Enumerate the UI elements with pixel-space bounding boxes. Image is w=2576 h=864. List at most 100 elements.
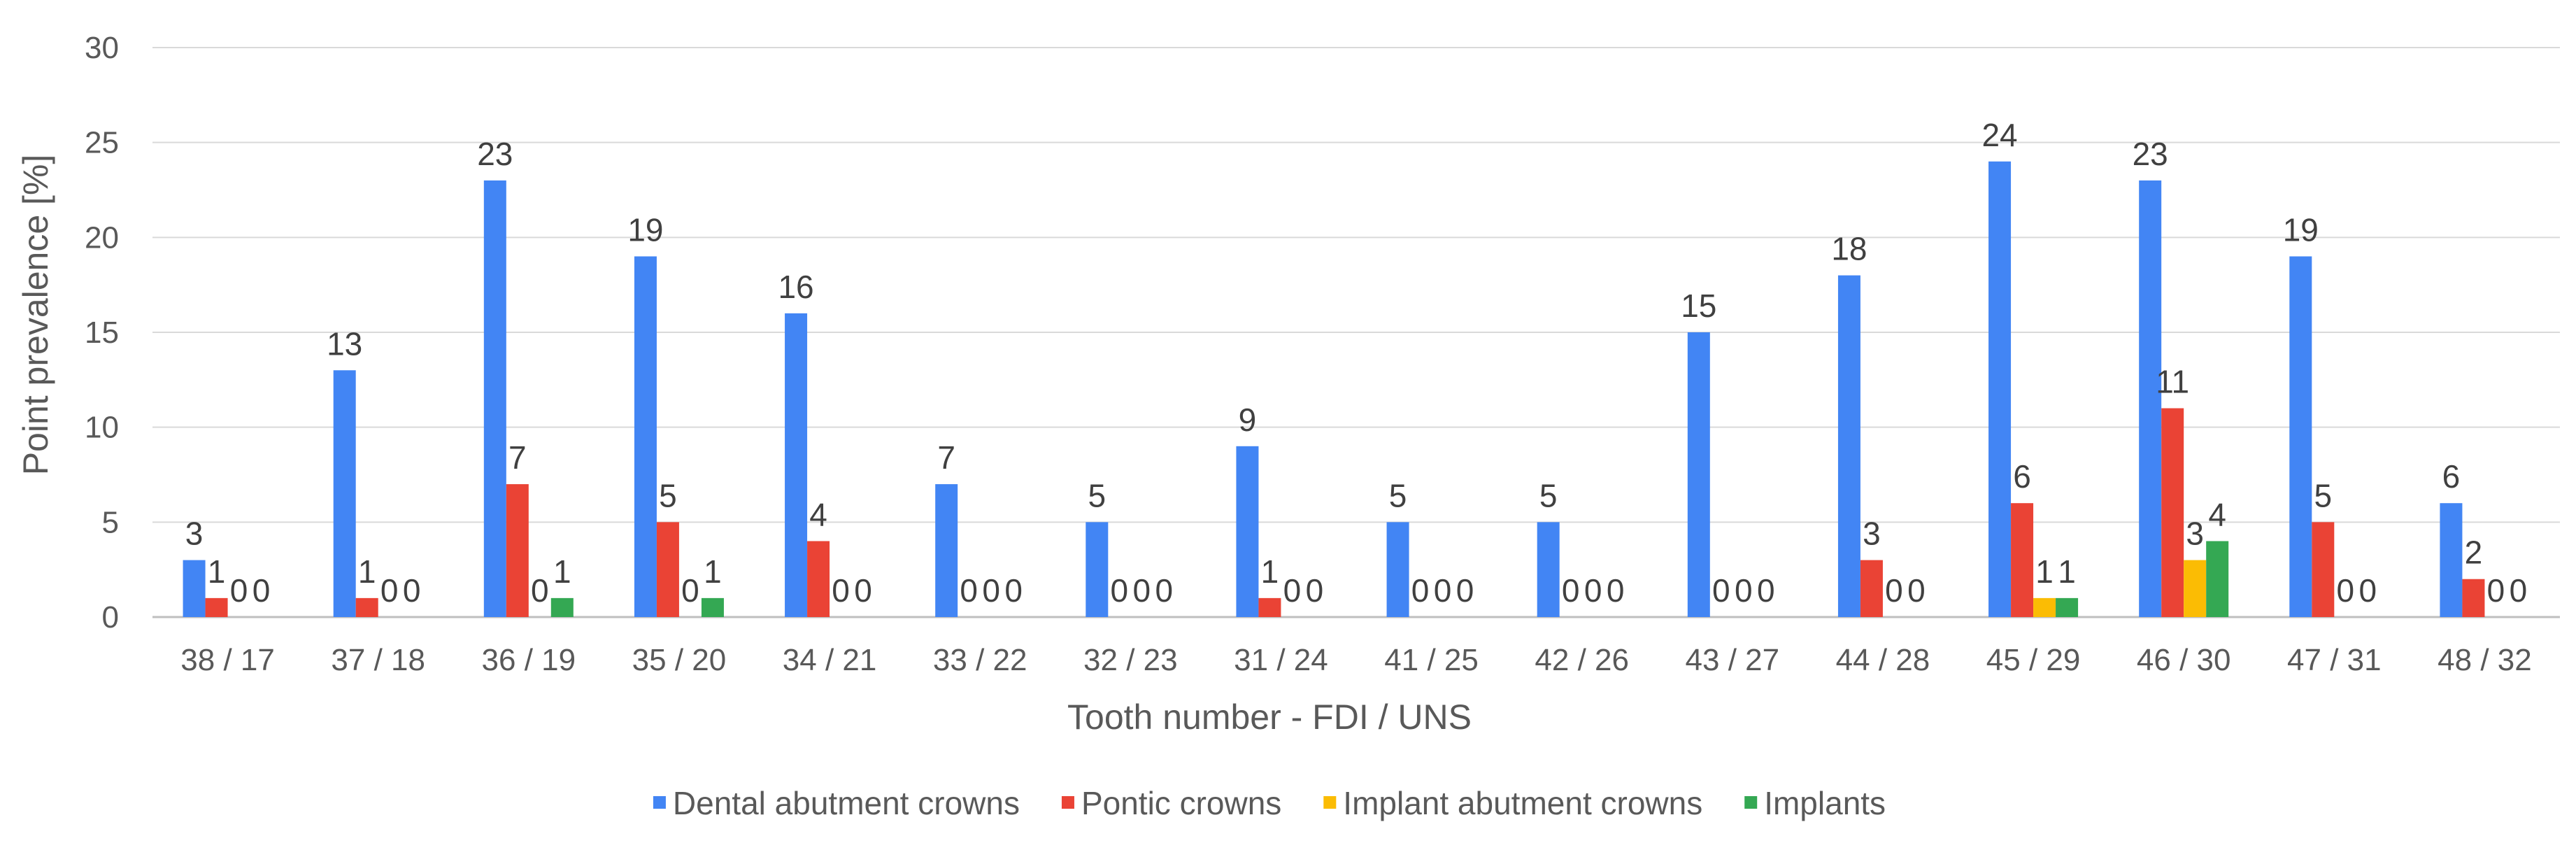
data-label: 24 [1981, 117, 2017, 153]
bar [1988, 161, 2012, 618]
bar [333, 370, 356, 617]
x-tick-label: 46 / 30 [2137, 643, 2231, 677]
data-label: 0 [1434, 572, 1452, 609]
data-label: 23 [2133, 136, 2168, 172]
data-label: 1 [2035, 553, 2054, 590]
bar [2462, 579, 2485, 617]
x-tick-label: 36 / 19 [482, 643, 576, 677]
bar [785, 313, 808, 617]
data-label: 0 [2359, 572, 2377, 609]
data-label: 7 [937, 439, 955, 476]
y-tick-label: 10 [85, 411, 119, 445]
data-label: 0 [1735, 572, 1753, 609]
data-label: 0 [832, 572, 850, 609]
data-label: 5 [1539, 477, 1558, 514]
x-tick-label: 44 / 28 [1836, 643, 1930, 677]
data-label: 6 [2442, 458, 2461, 495]
legend-swatch [1744, 796, 1758, 809]
legend-label: Pontic crowns [1081, 785, 1281, 821]
data-label: 3 [2186, 516, 2204, 552]
data-label: 0 [1584, 572, 1602, 609]
bar [1236, 446, 1259, 617]
legend-item: Implant abutment crowns [1323, 785, 1702, 821]
data-label: 0 [2510, 572, 2528, 609]
data-label: 18 [1831, 231, 1867, 267]
data-label: 0 [1111, 572, 1129, 609]
bar [183, 560, 206, 617]
bar [634, 256, 657, 617]
bar [1860, 560, 1883, 617]
bar [2289, 256, 2312, 617]
x-tick-label: 35 / 20 [632, 643, 727, 677]
data-label: 0 [681, 572, 699, 609]
bar [935, 484, 958, 617]
legend-swatch [1323, 796, 1337, 809]
legend: Dental abutment crowns Pontic crowns Impla… [653, 785, 1886, 821]
bar [1537, 522, 1560, 617]
legend-item: Dental abutment crowns [653, 785, 1020, 821]
y-tick-label: 25 [85, 126, 119, 160]
data-label: 5 [1088, 477, 1106, 514]
data-label: 3 [1863, 516, 1881, 552]
data-label: 13 [327, 325, 362, 362]
data-label: 0 [2337, 572, 2355, 609]
bar [2033, 597, 2056, 617]
y-tick-label: 20 [85, 220, 119, 255]
data-label: 1 [2058, 553, 2076, 590]
bar [1258, 597, 1281, 617]
y-axis-ticks: 0 5 10 15 20 25 30 [85, 31, 119, 635]
bar [2206, 541, 2229, 617]
data-label: 0 [1757, 572, 1775, 609]
x-tick-label: 42 / 26 [1535, 643, 1629, 677]
bar [2161, 408, 2184, 617]
data-label: 0 [1411, 572, 1430, 609]
data-label: 0 [403, 572, 421, 609]
data-label: 19 [2283, 211, 2319, 248]
y-axis-title: Point prevalence [%] [16, 155, 55, 476]
x-tick-label: 45 / 29 [1986, 643, 2081, 677]
data-label: 0 [854, 572, 872, 609]
data-label: 7 [508, 439, 527, 476]
bars [183, 161, 2485, 618]
data-label: 15 [1681, 288, 1716, 324]
data-label: 0 [982, 572, 1000, 609]
data-label: 9 [1239, 402, 1257, 438]
x-tick-label: 34 / 21 [783, 643, 877, 677]
data-label: 1 [208, 553, 226, 590]
data-label: 3 [185, 516, 204, 552]
data-label: 0 [1004, 572, 1023, 609]
x-tick-label: 37 / 18 [331, 643, 425, 677]
bar [2184, 560, 2207, 617]
x-tick-label: 31 / 24 [1234, 643, 1328, 677]
y-tick-label: 30 [85, 31, 119, 65]
legend-swatch [653, 796, 666, 809]
bar [656, 522, 679, 617]
y-tick-label: 15 [85, 316, 119, 350]
bar [2440, 503, 2463, 617]
data-label: 4 [809, 496, 827, 532]
data-label: 0 [230, 572, 248, 609]
data-label: 0 [380, 572, 399, 609]
data-label: 0 [2487, 572, 2505, 609]
data-label: 1 [553, 553, 571, 590]
data-label: 23 [477, 136, 513, 172]
data-label: 0 [1907, 572, 1926, 609]
data-label: 6 [2013, 458, 2031, 495]
x-tick-label: 47 / 31 [2287, 643, 2382, 677]
x-tick-label: 43 / 27 [1686, 643, 1780, 677]
data-label: 1 [704, 553, 722, 590]
bar [1837, 275, 1860, 617]
bar [807, 541, 830, 617]
bar [2011, 503, 2034, 617]
data-label: 16 [778, 269, 813, 305]
data-label: 5 [659, 477, 677, 514]
bar [701, 597, 724, 617]
legend-label: Implant abutment crowns [1343, 785, 1702, 821]
data-label: 0 [960, 572, 978, 609]
bar [1687, 332, 1710, 617]
bar [2056, 597, 2079, 617]
bar [2139, 180, 2162, 617]
data-label: 1 [358, 553, 376, 590]
data-label: 2 [2465, 534, 2483, 571]
